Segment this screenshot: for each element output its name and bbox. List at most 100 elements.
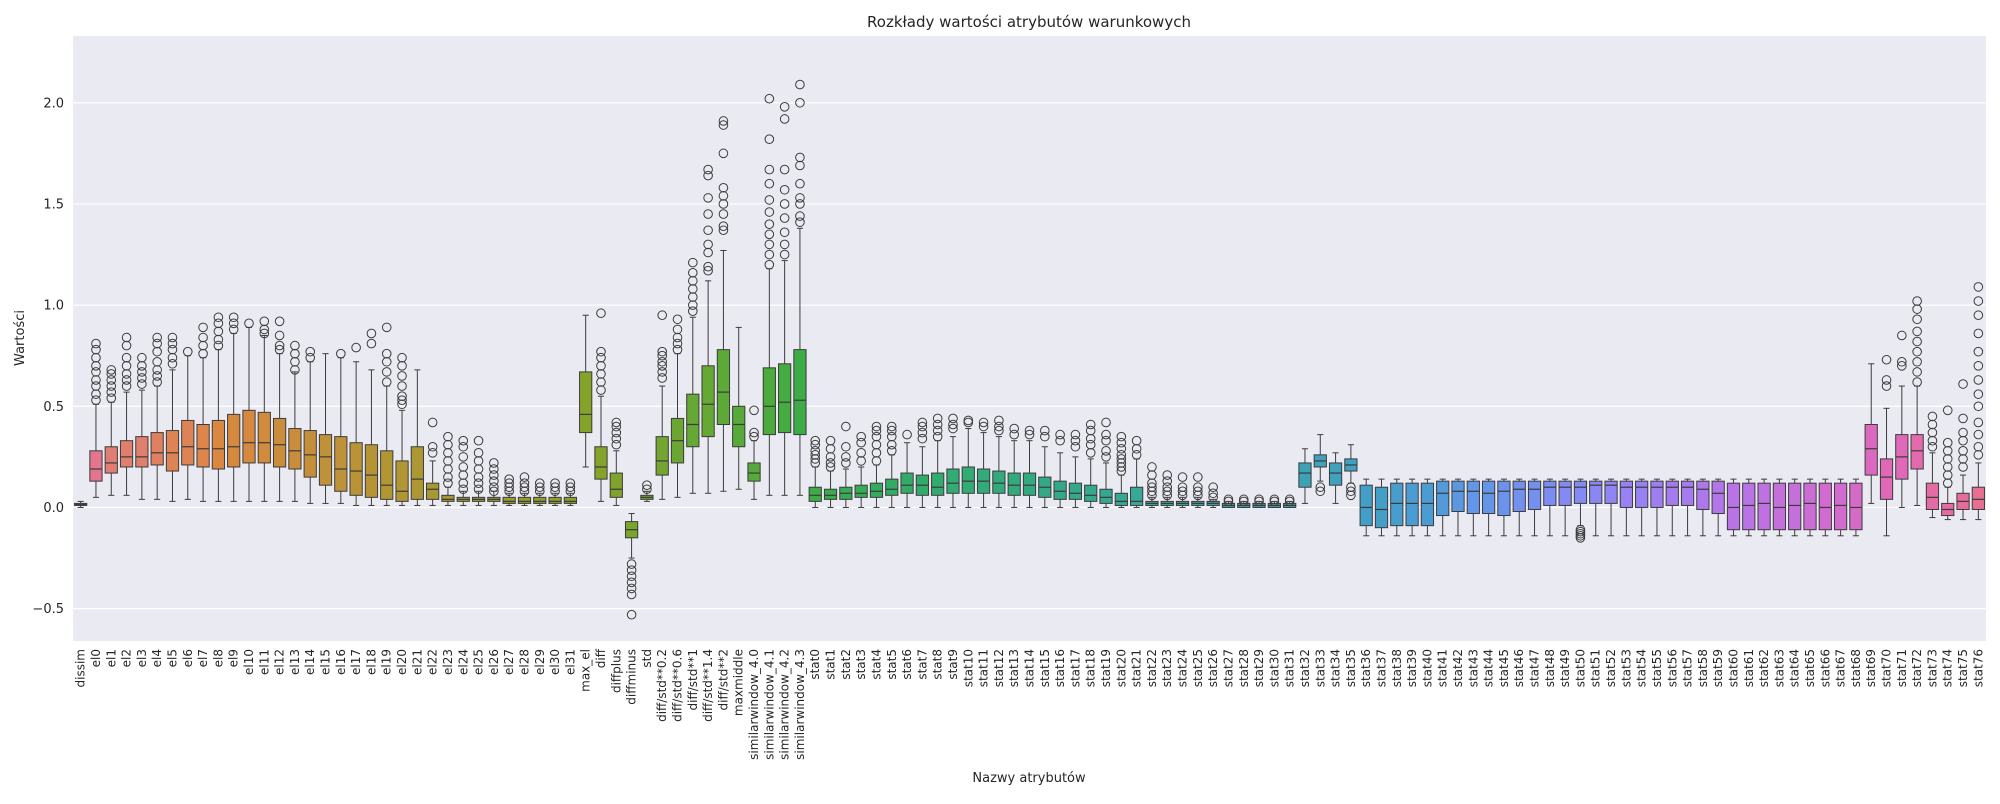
box-iqr: [272, 417, 287, 468]
box-iqr: [1068, 482, 1083, 500]
outlier-point: [917, 427, 928, 438]
x-tick-label: stat74: [1941, 649, 1955, 687]
box-stat72: [1910, 296, 1924, 506]
outlier-point: [810, 435, 821, 446]
outlier-point: [978, 421, 989, 432]
outlier-point: [121, 369, 132, 379]
outlier-point: [1897, 330, 1907, 341]
outlier-point: [458, 435, 469, 446]
box-el9: [227, 312, 241, 502]
outlier-point: [764, 93, 775, 104]
x-tick-label: stat46: [1512, 649, 1526, 687]
outlier-point: [1116, 450, 1127, 460]
outlier-point: [795, 217, 805, 227]
outlier-point: [198, 340, 208, 351]
box-similarwindow_4.2: [778, 102, 792, 496]
box-iqr: [732, 405, 746, 448]
outlier-point: [1193, 482, 1203, 493]
box-maxmiddle: [732, 326, 746, 490]
box-el19: [380, 322, 394, 506]
outlier-point: [810, 439, 821, 450]
outlier-point: [764, 178, 775, 189]
x-tick-label: stat14: [1023, 649, 1037, 687]
outlier-point: [1147, 462, 1157, 472]
box-stat34: [1328, 452, 1343, 504]
outlier-point: [1958, 427, 1968, 438]
outlier-point: [886, 425, 897, 436]
outlier-point: [137, 379, 147, 389]
outlier-point: [1101, 452, 1111, 462]
box-iqr: [303, 430, 317, 478]
x-tick-label: stat22: [1145, 649, 1159, 687]
x-tick-label: diff/std**1.4: [701, 649, 715, 722]
box-stat25: [1191, 472, 1205, 508]
outlier-point: [458, 478, 469, 488]
box-iqr: [1527, 480, 1542, 510]
box-iqr: [992, 470, 1006, 494]
outlier-point: [397, 399, 407, 410]
x-tick-label: el5: [166, 649, 180, 667]
outlier-point: [596, 346, 606, 357]
outlier-point: [443, 478, 453, 488]
box-diffminus: [624, 513, 639, 620]
box-iqr: [1007, 472, 1021, 496]
x-tick-label: stat7: [915, 649, 929, 680]
outlier-point: [152, 338, 162, 349]
outlier-point: [1942, 405, 1953, 416]
box-std: [640, 480, 654, 502]
box-el14: [303, 346, 317, 504]
box-iqr: [823, 488, 838, 500]
box-el15: [318, 353, 333, 504]
box-iqr: [1650, 480, 1664, 508]
x-tick-label: stat56: [1665, 649, 1679, 687]
outlier-point: [274, 344, 285, 355]
outlier-point: [489, 482, 499, 493]
chart-title: Rozkłady wartości atrybutów warunkowych: [867, 13, 1191, 31]
box-el28: [517, 472, 532, 506]
x-tick-label: diff/std**1: [686, 649, 700, 710]
y-tick-label: 0.5: [43, 400, 64, 415]
box-stat65: [1803, 478, 1817, 537]
outlier-point: [795, 211, 805, 221]
box-stat32: [1298, 448, 1312, 504]
outlier-point: [779, 199, 790, 209]
box-stat8: [931, 413, 945, 508]
outlier-point: [718, 148, 729, 159]
x-tick-label: el31: [563, 649, 577, 675]
box-el1: [104, 365, 118, 496]
box-iqr: [288, 428, 302, 470]
box-iqr: [242, 409, 256, 464]
x-tick-label: stat16: [1053, 649, 1067, 687]
box-stat33: [1313, 434, 1327, 497]
box-el23: [441, 431, 455, 506]
outlier-point: [1085, 448, 1096, 458]
x-tick-label: el17: [349, 649, 363, 675]
x-tick-label: stat59: [1711, 649, 1725, 687]
outlier-point: [1958, 462, 1968, 472]
x-tick-label: stat66: [1818, 649, 1832, 687]
outlier-point: [458, 470, 469, 480]
outlier-point: [443, 464, 453, 474]
outlier-point: [290, 348, 300, 359]
outlier-point: [1897, 361, 1907, 371]
x-tick-label: el6: [181, 649, 195, 667]
outlier-point: [1238, 494, 1249, 505]
box-iqr: [1543, 480, 1557, 506]
outlier-point: [167, 358, 178, 369]
x-tick-label: el10: [242, 649, 256, 675]
x-tick-label: stat63: [1772, 649, 1786, 687]
outlier-point: [152, 365, 162, 375]
outlier-point: [1942, 478, 1953, 488]
outlier-point: [121, 361, 132, 371]
outlier-point: [213, 318, 224, 329]
box-diff: [594, 308, 608, 502]
outlier-point: [1162, 470, 1173, 480]
outlier-point: [1927, 427, 1938, 438]
outlier-point: [718, 191, 729, 201]
outlier-point: [1085, 425, 1096, 436]
box-iqr: [1298, 462, 1312, 488]
outlier-point: [1024, 429, 1035, 440]
outlier-point: [703, 239, 713, 250]
x-tick-label: el26: [487, 649, 501, 675]
box-iqr: [1558, 480, 1572, 506]
